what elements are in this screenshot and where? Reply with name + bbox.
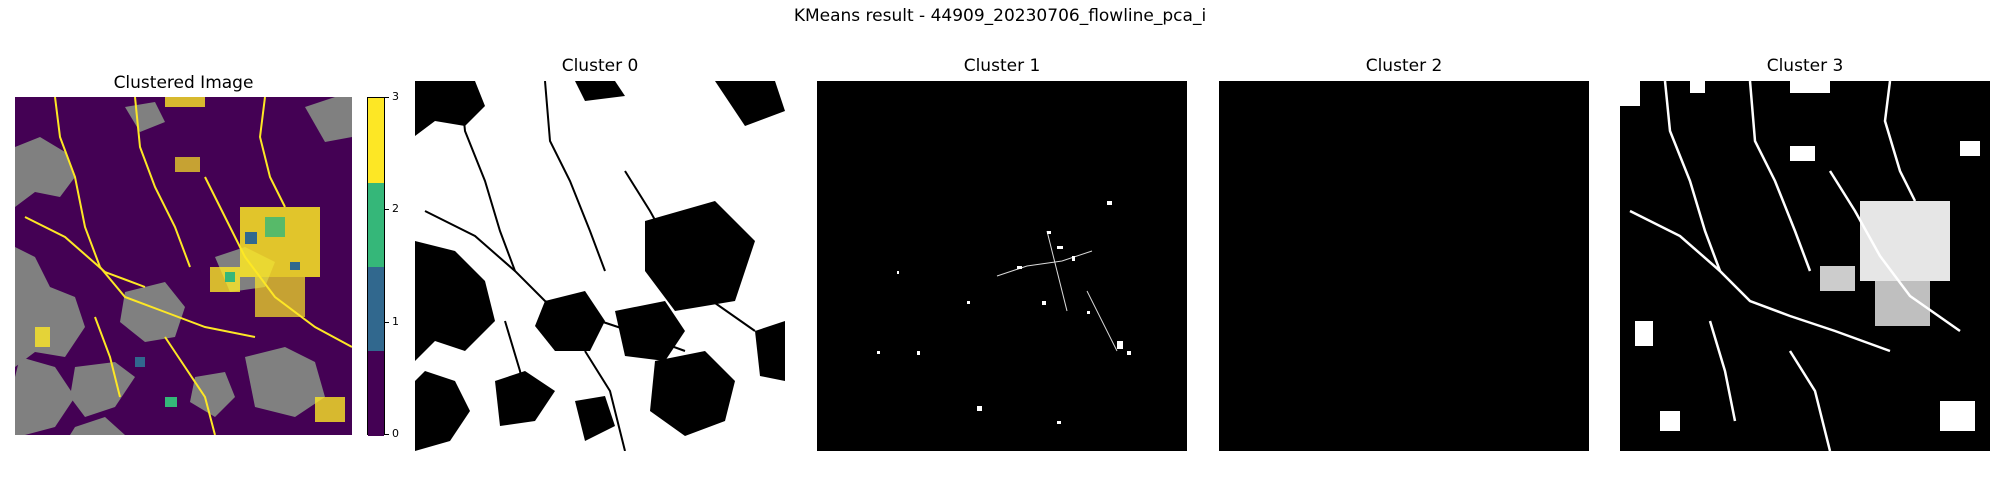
colorbar-tick <box>385 322 389 323</box>
colorbar-segment-0 <box>368 351 384 436</box>
cluster-3-title: Cluster 3 <box>1766 56 1844 76</box>
figure-title: KMeans result - 44909_20230706_flowline_… <box>793 6 1207 26</box>
colorbar-tick-label-1: 1 <box>392 315 399 328</box>
colorbar-tick-label-2: 2 <box>392 202 399 215</box>
colorbar-tick-label-0: 0 <box>392 427 399 440</box>
colorbar-segment-2 <box>368 183 384 267</box>
cluster-2-title: Cluster 2 <box>1365 56 1443 76</box>
colorbar-segment-3 <box>368 98 384 183</box>
colorbar-tick-label-3: 3 <box>392 90 399 103</box>
clustered-image-title: Clustered Image <box>113 73 254 93</box>
colorbar-segment-1 <box>368 267 384 351</box>
colorbar-tick <box>385 209 389 210</box>
cluster-2-mask <box>1219 81 1589 451</box>
colorbar-tick <box>385 434 389 435</box>
cluster-3-mask <box>1620 81 1990 451</box>
cluster-0-title: Cluster 0 <box>561 56 639 76</box>
colorbar <box>367 97 385 436</box>
colorbar-tick <box>385 97 389 98</box>
clustered-image <box>15 97 352 435</box>
cluster-1-title: Cluster 1 <box>963 56 1041 76</box>
cluster-1-mask <box>817 81 1187 451</box>
cluster-0-mask <box>415 81 785 451</box>
